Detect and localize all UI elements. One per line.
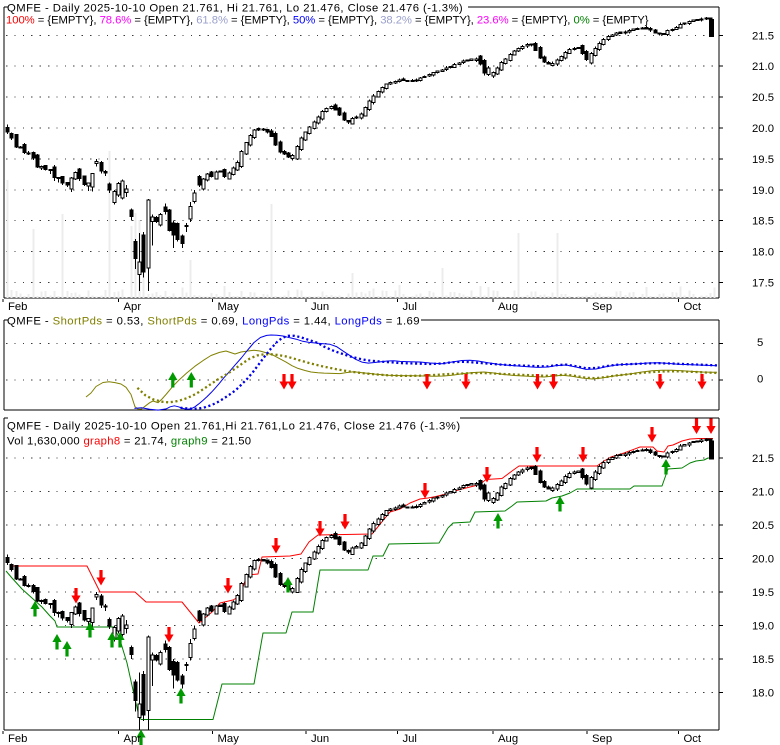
svg-text:Feb: Feb <box>8 301 27 313</box>
svg-text:17.5: 17.5 <box>752 278 774 290</box>
svg-text:21.5: 21.5 <box>752 30 774 42</box>
svg-text:Sep: Sep <box>592 733 612 745</box>
svg-text:Jun: Jun <box>311 733 329 745</box>
svg-text:Oct: Oct <box>684 733 702 745</box>
svg-text:Apr: Apr <box>124 301 142 313</box>
svg-text:18.5: 18.5 <box>752 216 774 228</box>
svg-text:20.5: 20.5 <box>752 92 774 104</box>
svg-text:May: May <box>218 733 240 745</box>
svg-text:21.5: 21.5 <box>752 453 774 465</box>
svg-text:100% = {EMPTY}, 78.6% = {EMPTY: 100% = {EMPTY}, 78.6% = {EMPTY}, 61.8% =… <box>6 15 649 27</box>
svg-text:18.0: 18.0 <box>752 247 774 259</box>
svg-text:20.5: 20.5 <box>752 520 774 532</box>
svg-text:Apr: Apr <box>124 733 142 745</box>
svg-text:19.5: 19.5 <box>752 587 774 599</box>
svg-text:Sep: Sep <box>592 301 612 313</box>
svg-text:Jul: Jul <box>403 301 417 313</box>
svg-text:20.0: 20.0 <box>752 554 774 566</box>
svg-text:Jun: Jun <box>311 301 329 313</box>
svg-text:19.0: 19.0 <box>752 185 774 197</box>
svg-text:0: 0 <box>757 374 763 386</box>
svg-text:May: May <box>218 301 240 313</box>
svg-text:19.0: 19.0 <box>752 621 774 633</box>
svg-text:Feb: Feb <box>8 733 27 745</box>
svg-text:Aug: Aug <box>498 733 518 745</box>
svg-text:Aug: Aug <box>498 301 518 313</box>
svg-text:QMFE - ShortPds = 0.53, ShortP: QMFE - ShortPds = 0.53, ShortPds = 0.69,… <box>7 316 420 328</box>
svg-text:18.5: 18.5 <box>752 654 774 666</box>
svg-text:Oct: Oct <box>684 301 702 313</box>
svg-text:Vol 1,630,000 graph8 = 21.74,: Vol 1,630,000 graph8 = 21.74, graph9 = 2… <box>7 436 251 448</box>
svg-text:Jul: Jul <box>403 733 417 745</box>
svg-text:18.0: 18.0 <box>752 688 774 700</box>
svg-text:QMFE - Daily 2025-10-10 Open 2: QMFE - Daily 2025-10-10 Open 21.761, Hi … <box>7 3 463 15</box>
svg-text:21.0: 21.0 <box>752 486 774 498</box>
svg-text:19.5: 19.5 <box>752 154 774 166</box>
svg-text:5: 5 <box>757 337 763 349</box>
svg-text:QMFE - Daily 2025-10-10 Open 2: QMFE - Daily 2025-10-10 Open 21.761,Hi 2… <box>7 421 461 433</box>
svg-text:21.0: 21.0 <box>752 61 774 73</box>
svg-text:20.0: 20.0 <box>752 123 774 135</box>
